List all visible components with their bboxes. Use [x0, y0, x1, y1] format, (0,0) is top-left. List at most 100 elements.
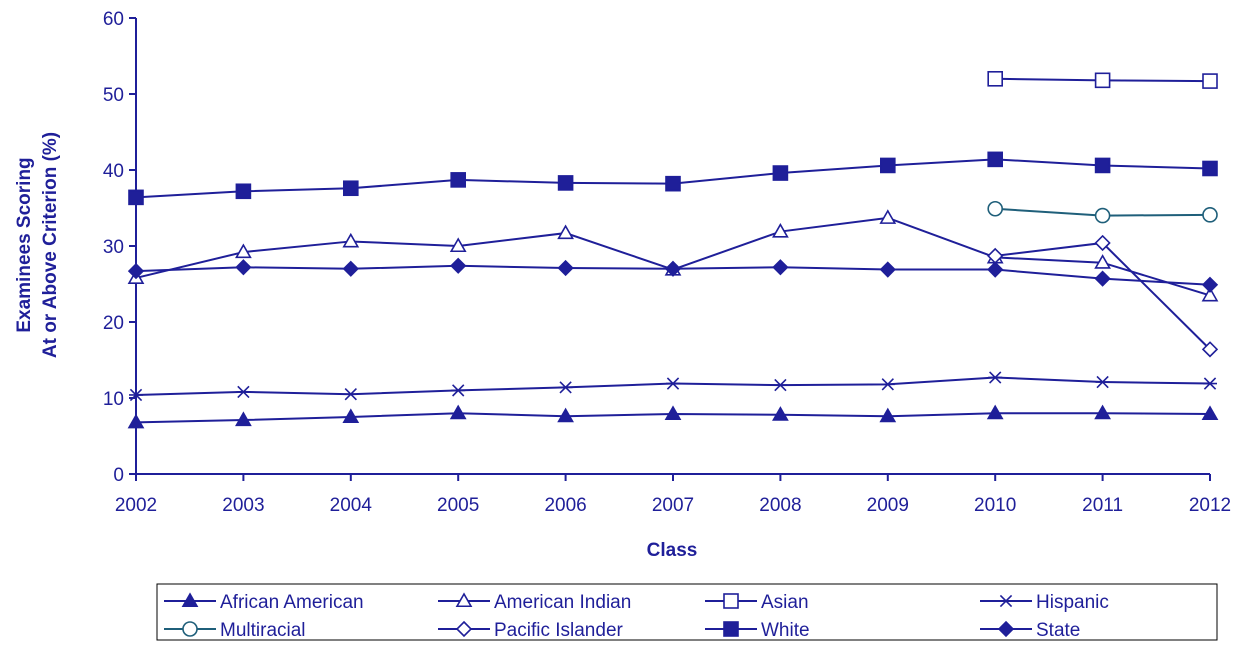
series-line-american-indian: [135, 216, 1211, 297]
y-tick-label: 30: [103, 237, 124, 258]
series-asian: [987, 71, 1218, 89]
series-multiracial: [987, 200, 1218, 224]
x-tick-label: 2012: [1189, 495, 1231, 516]
data-point-state: [450, 257, 467, 274]
legend-marker-asian: [723, 593, 739, 609]
data-point-state: [987, 261, 1004, 278]
x-tick-label: 2005: [437, 495, 479, 516]
series-hispanic: [129, 371, 1217, 402]
legend-marker-state: [997, 620, 1015, 638]
legend-marker-white: [723, 621, 739, 637]
x-tick-label: 2006: [544, 495, 586, 516]
legend-label: White: [761, 620, 810, 641]
data-point-african-american: [986, 404, 1004, 420]
legend-item-multiracial: Multiracial: [164, 620, 306, 641]
data-point-african-american: [664, 405, 682, 421]
data-point-white: [987, 151, 1004, 168]
data-point-white: [128, 189, 144, 206]
data-point-hispanic: [343, 388, 358, 401]
x-tick-label: 2007: [652, 495, 694, 516]
y-tick-label: 20: [103, 313, 124, 334]
y-tick-label: 0: [113, 465, 124, 486]
x-tick-label: 2008: [759, 495, 801, 516]
data-point-state: [879, 261, 896, 278]
data-point-asian: [1094, 72, 1111, 89]
legend-label: Pacific Islander: [494, 620, 624, 641]
data-point-state: [127, 262, 145, 280]
data-point-state: [342, 260, 359, 277]
legend-marker-american-indian: [455, 592, 473, 608]
data-point-state: [235, 259, 252, 276]
data-point-state: [1094, 270, 1111, 287]
data-point-hispanic: [236, 385, 251, 399]
data-point-state: [557, 259, 574, 277]
data-point-american-indian: [557, 224, 574, 240]
x-tick-label: 2002: [115, 495, 157, 516]
y-tick-label: 50: [103, 85, 124, 106]
data-point-american-indian: [342, 232, 360, 248]
data-point-white: [1094, 157, 1111, 174]
data-point-african-american: [557, 407, 574, 423]
series-state: [127, 257, 1219, 293]
data-point-american-indian: [1094, 254, 1111, 269]
legend-marker-multiracial: [182, 621, 198, 637]
x-axis-title: Class: [647, 540, 698, 561]
data-point-hispanic: [988, 371, 1003, 384]
series-white: [128, 151, 1218, 206]
y-tick-label: 40: [103, 161, 124, 182]
data-point-hispanic: [451, 384, 466, 397]
series-african-american: [127, 404, 1219, 429]
chart-axes: [129, 17, 1211, 481]
data-point-white: [1202, 160, 1218, 177]
data-point-african-american: [127, 413, 145, 429]
data-point-state: [664, 260, 682, 277]
data-point-american-indian: [772, 222, 789, 238]
data-point-asian: [1202, 73, 1218, 89]
y-axis-title-line-2: At or Above Criterion (%): [40, 132, 61, 358]
x-tick-label: 2009: [867, 495, 909, 516]
data-point-white: [772, 165, 789, 181]
data-point-hispanic: [666, 377, 680, 390]
data-point-american-indian: [449, 237, 467, 253]
legend-item-white: White: [705, 620, 810, 641]
data-point-multiracial: [1202, 207, 1218, 223]
data-point-hispanic: [880, 378, 895, 391]
data-point-hispanic: [1095, 375, 1110, 389]
data-point-state: [772, 259, 789, 276]
legend-item-state: State: [980, 620, 1080, 641]
y-tick-labels: 0 10 20 30 40 50 60: [103, 9, 124, 486]
data-point-pacific-islander: [1094, 234, 1111, 252]
x-tick-label: 2011: [1082, 495, 1123, 516]
y-tick-label: 60: [103, 9, 124, 30]
data-point-white: [879, 157, 896, 174]
legend-label: State: [1036, 620, 1080, 641]
data-point-hispanic: [773, 378, 788, 392]
data-point-white: [342, 180, 359, 197]
legend-label: Asian: [761, 592, 809, 613]
data-point-american-indian: [879, 209, 897, 224]
data-point-african-american: [772, 406, 789, 421]
legend-item-hispanic: Hispanic: [980, 592, 1109, 613]
series-group: [127, 71, 1219, 429]
data-point-african-american: [879, 407, 897, 423]
data-point-white: [450, 172, 467, 188]
legend-marker-african-american: [181, 592, 199, 608]
data-point-white: [235, 183, 252, 200]
data-point-hispanic: [558, 381, 573, 394]
legend-label: American Indian: [494, 592, 631, 613]
legend-item-african-american: African American: [164, 592, 364, 613]
x-tick-label: 2003: [222, 495, 264, 516]
data-point-pacific-islander: [1201, 341, 1219, 358]
legend-marker-hispanic: [999, 594, 1013, 608]
data-point-african-american: [235, 411, 252, 427]
x-tick-label: 2004: [330, 495, 373, 516]
data-point-hispanic: [129, 388, 143, 402]
legend-item-asian: Asian: [705, 592, 809, 613]
data-point-american-indian: [235, 243, 252, 259]
data-point-american-indian: [1201, 286, 1219, 302]
data-point-multiracial: [1094, 207, 1111, 224]
legend-label: African American: [220, 592, 364, 613]
data-point-african-american: [1201, 405, 1219, 421]
legend-label: Multiracial: [220, 620, 306, 641]
